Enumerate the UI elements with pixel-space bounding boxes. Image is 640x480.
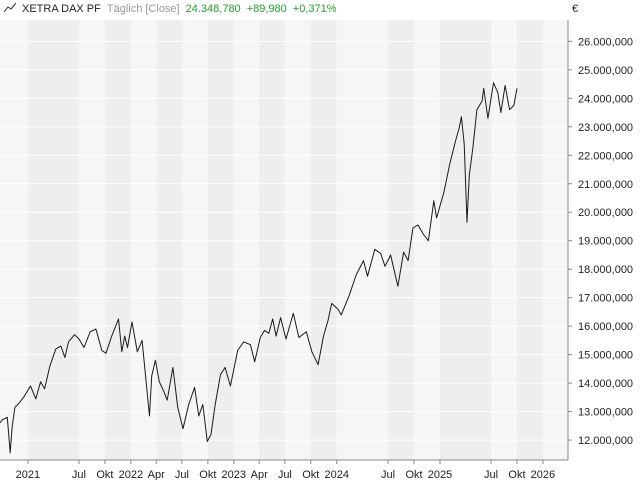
x-tick-label: 2023 — [222, 469, 246, 480]
x-tick-label: Jul — [72, 469, 86, 480]
price-change: +89,980 — [246, 3, 287, 15]
quarter-band — [104, 20, 131, 460]
y-tick-label: 17.000,000 — [578, 293, 633, 305]
x-tick-label: Okt — [199, 469, 216, 480]
quarter-band — [336, 20, 389, 460]
instrument-name: XETRA DAX PF — [22, 3, 101, 15]
quarter-band — [310, 20, 337, 460]
y-tick-label: 26.000,000 — [578, 36, 633, 48]
x-tick-label: Okt — [405, 469, 422, 480]
quarter-band — [414, 20, 440, 460]
y-tick-label: 13.000,000 — [578, 407, 633, 419]
quarter-band — [27, 20, 79, 460]
quarter-band — [542, 20, 568, 460]
y-tick-label: 23.000,000 — [578, 122, 633, 134]
chart-mode: Täglich [Close] — [106, 3, 180, 15]
x-tick-label: Okt — [96, 469, 113, 480]
quarter-band — [130, 20, 157, 460]
x-tick-label: Jul — [381, 469, 395, 480]
y-tick-label: 15.000,000 — [578, 350, 633, 362]
y-tick-label: 20.000,000 — [578, 207, 633, 219]
y-tick-label: 21.000,000 — [578, 179, 633, 191]
x-tick-label: Okt — [508, 469, 525, 480]
quarter-band — [388, 20, 415, 460]
y-tick-label: 19.000,000 — [578, 236, 633, 248]
x-tick-label: Jul — [484, 469, 498, 480]
currency-unit: € — [572, 3, 579, 15]
quarter-band — [78, 20, 105, 460]
quarter-band — [181, 20, 208, 460]
x-tick-label: 2025 — [428, 469, 452, 480]
y-tick-label: 12.000,000 — [578, 435, 633, 447]
quarter-band — [233, 20, 260, 460]
y-tick-label: 14.000,000 — [578, 378, 633, 390]
x-tick-label: Apr — [251, 469, 268, 480]
x-tick-label: 2026 — [531, 469, 555, 480]
x-tick-label: 2021 — [16, 469, 40, 480]
quarter-band — [439, 20, 492, 460]
quarter-band — [0, 20, 28, 460]
y-tick-label: 24.000,000 — [578, 93, 633, 105]
x-tick-label: Jul — [175, 469, 189, 480]
x-tick-label: 2024 — [324, 469, 348, 480]
price-change-percent: +0,371% — [292, 3, 337, 15]
chart-legend: XETRA DAX PF Täglich [Close] 24.348,780 … — [4, 3, 337, 15]
quarter-band — [156, 20, 182, 460]
line-chart-icon — [4, 3, 16, 14]
x-tick-label: Jul — [278, 469, 292, 480]
y-tick-label: 16.000,000 — [578, 321, 633, 333]
quarter-band — [284, 20, 311, 460]
quarter-band — [259, 20, 285, 460]
y-tick-label: 25.000,000 — [578, 65, 633, 77]
y-tick-label: 22.000,000 — [578, 150, 633, 162]
x-tick-label: Okt — [302, 469, 319, 480]
x-tick-label: 2022 — [119, 469, 143, 480]
price-series-line — [0, 82, 518, 454]
x-tick-label: Apr — [148, 469, 165, 480]
quarter-band — [207, 20, 234, 460]
last-price: 24.348,780 — [185, 3, 241, 15]
y-tick-label: 18.000,000 — [578, 264, 633, 276]
quarter-band — [516, 20, 543, 460]
